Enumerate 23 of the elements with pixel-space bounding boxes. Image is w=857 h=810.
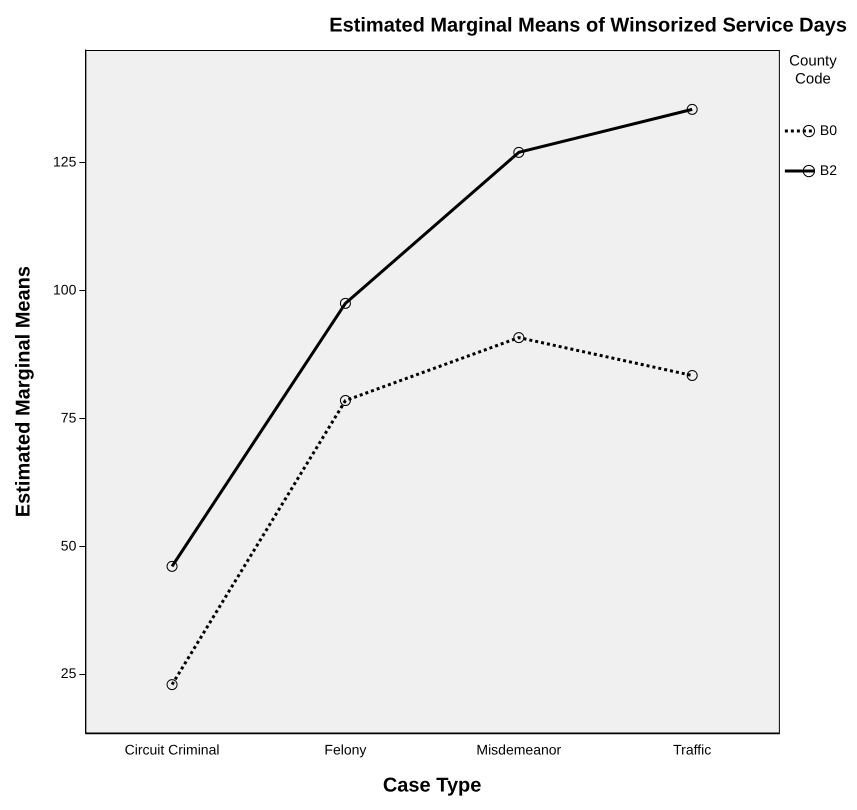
point	[166, 679, 178, 690]
point	[340, 298, 351, 309]
x-tick-label: Circuit Criminal	[124, 741, 220, 758]
point	[686, 370, 698, 381]
y-tick-label: 125	[53, 153, 77, 170]
point	[513, 146, 524, 158]
x-tick-label: Misdemeanor	[476, 741, 562, 758]
x-tick-label: Felony	[324, 741, 366, 758]
x-tick-label: Traffic	[673, 741, 712, 758]
point	[513, 332, 524, 344]
legend-label: B0	[820, 122, 838, 138]
y-tick-label: 100	[53, 281, 77, 298]
y-axis-title: Estimated Marginal Means	[12, 266, 35, 518]
point	[340, 395, 351, 406]
point	[686, 104, 698, 115]
chart-title: Estimated Marginal Means of Winsorized Service Days	[329, 14, 847, 37]
legend-label: B2	[820, 162, 838, 178]
x-axis-title: Case Type	[382, 774, 482, 797]
point	[166, 560, 178, 572]
y-tick-label: 50	[60, 537, 77, 554]
y-tick-label: 75	[60, 409, 77, 426]
y-tick-label: 25	[60, 665, 77, 682]
legend-title: County Code	[789, 52, 838, 88]
